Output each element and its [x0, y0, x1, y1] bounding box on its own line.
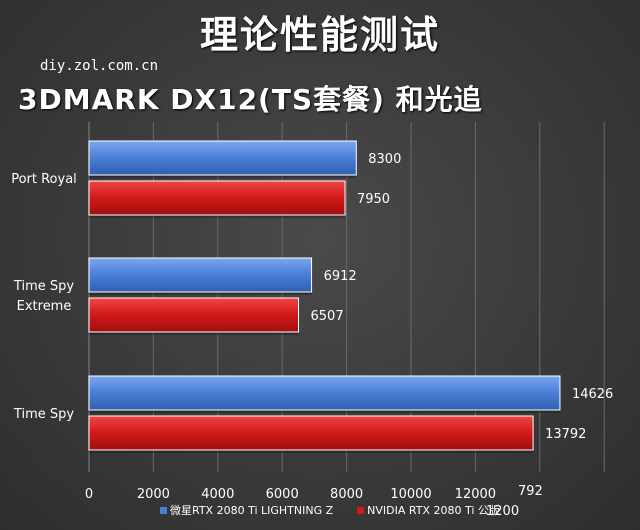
legend-swatch: [357, 506, 365, 514]
data-label: 8300: [368, 152, 401, 167]
x-tick-label: 2000: [137, 487, 170, 502]
bar: [88, 375, 561, 411]
bar: [88, 297, 300, 333]
x-tick-label: 4000: [201, 487, 234, 502]
bar: [88, 140, 357, 176]
data-label: 7950: [357, 192, 390, 207]
bar: [88, 257, 313, 293]
page-title: 理论性能测试: [199, 13, 440, 57]
legend-label: NVIDIA RTX 2080 Ti 公版: [367, 504, 500, 517]
data-label: 14626: [572, 387, 613, 402]
category-label: Time Spy: [13, 407, 74, 422]
source-url: diy.zol.com.cn: [40, 58, 159, 74]
legend-item-series-1: 微星RTX 2080 Ti LIGHTNING Z: [160, 502, 333, 518]
category-label: Port Royal: [11, 172, 77, 187]
data-label: 6507: [311, 309, 344, 324]
chart-subtitle: 3DMARK DX12(TS套餐) 和光追: [18, 83, 483, 116]
data-label: 6912: [324, 269, 357, 284]
overlay-text: 792: [518, 484, 543, 499]
legend: 微星RTX 2080 Ti LIGHTNING Z NVIDIA RTX 208…: [160, 502, 500, 518]
legend-item-series-2: NVIDIA RTX 2080 Ti 公版: [357, 502, 500, 518]
bar: [88, 415, 534, 451]
legend-label: 微星RTX 2080 Ti LIGHTNING Z: [170, 504, 334, 517]
x-tick-label: 10000: [390, 487, 431, 502]
x-tick-label: 8000: [330, 487, 363, 502]
category-label: Extreme: [17, 299, 72, 314]
category-label: Time Spy: [13, 279, 74, 294]
data-label: 13792: [545, 427, 586, 442]
x-tick-label: 0: [85, 487, 93, 502]
x-tick-label: 6000: [266, 487, 299, 502]
overlay-text: 1200: [486, 504, 520, 519]
legend-swatch: [160, 506, 167, 514]
x-tick-label: 12000: [455, 487, 496, 502]
bar: [88, 180, 346, 216]
